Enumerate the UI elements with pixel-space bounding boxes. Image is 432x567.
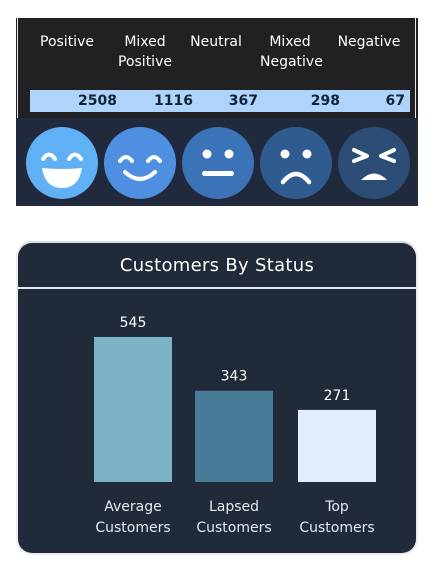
- title-divider: [18, 287, 416, 289]
- value-mixed-positive: 1116: [154, 93, 193, 109]
- customers-bar-chart: 545 Average Customers 343 Lapsed Customers 271…: [94, 315, 376, 536]
- label-negative: Negative: [337, 34, 401, 50]
- sentiment-values-bar: 2508 1116 367 298 67: [30, 90, 410, 112]
- category-label-3: Top Customers: [299, 499, 374, 536]
- category-label-1: Average Customers: [95, 499, 170, 536]
- smiling-face-icon: [103, 126, 177, 200]
- angry-face-icon: [337, 126, 411, 200]
- label-mixed-positive: Mixed Positive: [118, 34, 172, 70]
- bar-1: [94, 337, 172, 482]
- card-title: Customers By Status: [119, 255, 315, 276]
- value-positive: 2508: [78, 93, 117, 109]
- neutral-face-icon: [181, 126, 255, 200]
- customers-by-status-card: Customers By Status 545 Average Customers 3…: [16, 241, 418, 555]
- frowning-face-icon: [259, 126, 333, 200]
- label-positive: Positive: [40, 34, 94, 50]
- bar-2: [195, 390, 273, 482]
- data-label-1: 545: [120, 315, 147, 331]
- laughing-face-icon: [25, 126, 99, 200]
- value-mixed-negative: 298: [310, 93, 340, 109]
- sentiment-labels-row: Positive Mixed Positive Neutral Mixed Ne…: [16, 32, 418, 72]
- label-neutral: Neutral: [190, 34, 242, 50]
- value-neutral: 367: [228, 93, 258, 109]
- data-label-2: 343: [221, 369, 248, 385]
- label-mixed-negative: Mixed Negative: [260, 34, 323, 70]
- bar-3: [298, 409, 376, 482]
- sentiment-panel: Positive Mixed Positive Neutral Mixed Ne…: [16, 18, 418, 206]
- data-label-3: 271: [324, 388, 351, 404]
- category-label-2: Lapsed Customers: [196, 499, 271, 536]
- value-negative: 67: [385, 93, 405, 109]
